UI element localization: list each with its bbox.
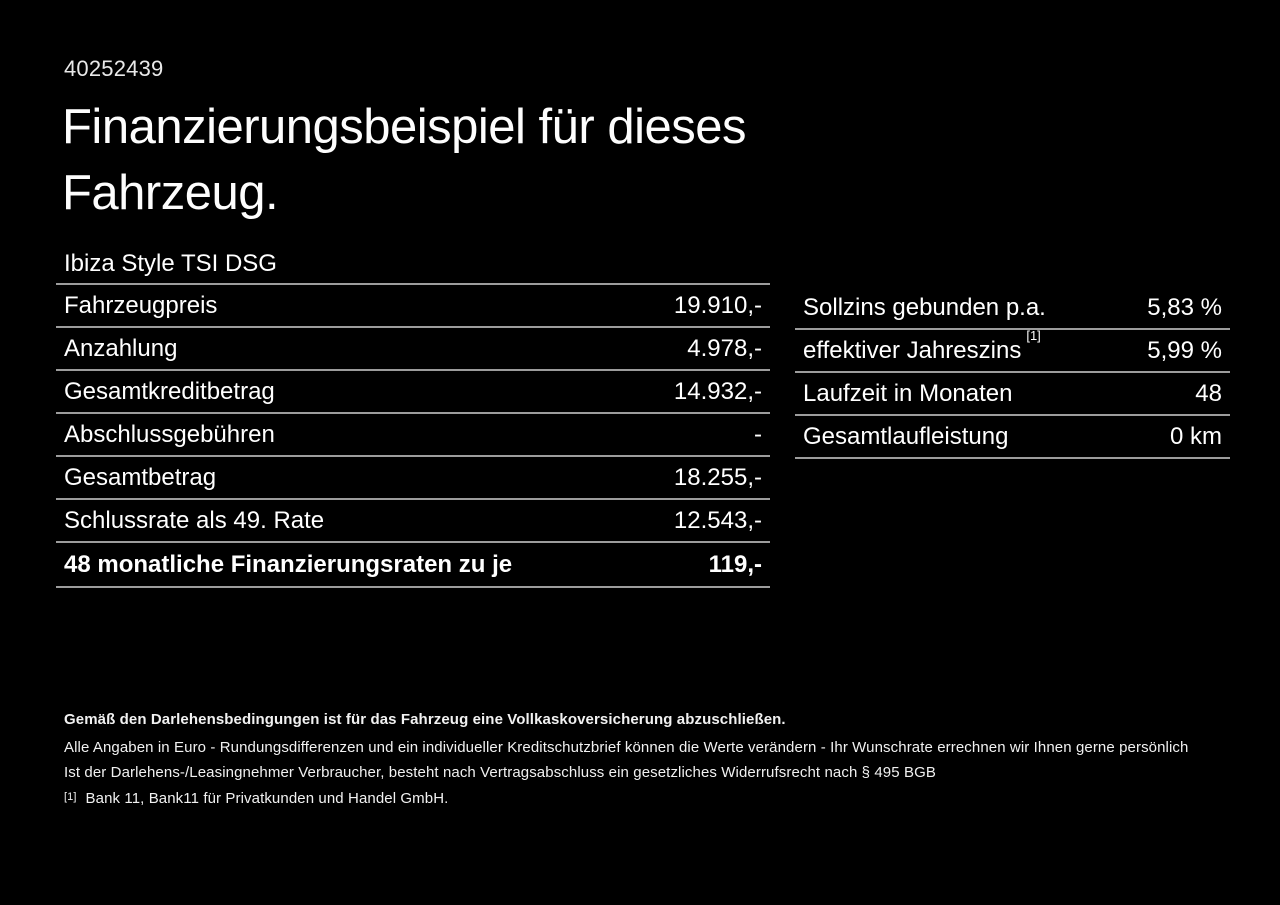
row-value: 19.910,- [673, 291, 762, 319]
table-row: Gesamtkreditbetrag 14.932,- [56, 371, 770, 414]
row-label: Anzahlung [64, 334, 178, 362]
row-value: 18.255,- [673, 463, 762, 491]
conditions-table: Sollzins gebunden p.a. 5,83 % effektiver… [795, 287, 1230, 459]
footnote-marker: [1] [1026, 327, 1041, 343]
bank-footnote: [1] Bank 11, Bank11 für Privatkunden und … [64, 790, 448, 807]
row-label-text: effektiver Jahreszins [803, 336, 1022, 364]
row-value: 119,- [708, 550, 762, 578]
finance-table: Ibiza Style TSI DSG Fahrzeugpreis 19.910… [56, 244, 770, 588]
row-label: 48 monatliche Finanzierungsraten zu je [64, 550, 513, 578]
row-label: Gesamtlaufleistung [803, 422, 1009, 450]
row-label: Gesamtbetrag [64, 463, 217, 491]
disclaimer-line: Alle Angaben in Euro - Rundungsdifferenz… [64, 739, 1189, 756]
page-title: Finanzierungsbeispiel für dieses Fahrzeu… [62, 100, 747, 220]
row-label: Abschlussgebühren [64, 420, 275, 448]
table-row: Abschlussgebühren - [56, 414, 770, 457]
row-value: 12.543,- [673, 506, 762, 534]
insurance-note: Gemäß den Darlehensbedingungen ist für d… [64, 711, 786, 728]
table-row: Anzahlung 4.978,- [56, 328, 770, 371]
row-label: Sollzins gebunden p.a. [803, 293, 1046, 321]
table-row: Schlussrate als 49. Rate 12.543,- [56, 500, 770, 543]
vehicle-model-row: Ibiza Style TSI DSG [56, 244, 770, 285]
row-label: Fahrzeugpreis [64, 291, 218, 319]
row-value: 5,99 % [1147, 336, 1222, 364]
row-label: Gesamtkreditbetrag [64, 377, 275, 405]
table-row: Gesamtlaufleistung 0 km [795, 416, 1230, 459]
row-label: Schlussrate als 49. Rate [64, 506, 325, 534]
footnote-text: Bank 11, Bank11 für Privatkunden und Han… [85, 790, 449, 807]
footnote-marker: [1] [64, 791, 77, 803]
row-value: 5,83 % [1147, 293, 1222, 321]
row-value: 0 km [1169, 422, 1222, 450]
row-label: Laufzeit in Monaten [803, 379, 1013, 407]
row-value: 4.978,- [687, 334, 762, 362]
table-row: Sollzins gebunden p.a. 5,83 % [795, 287, 1230, 330]
table-row: Laufzeit in Monaten 48 [795, 373, 1230, 416]
table-row: Fahrzeugpreis 19.910,- [56, 285, 770, 328]
row-value: 14.932,- [673, 377, 762, 405]
vehicle-model: Ibiza Style TSI DSG [64, 249, 277, 277]
monthly-rate-row: 48 monatliche Finanzierungsraten zu je 1… [56, 543, 770, 588]
row-label: effektiver Jahreszins [1] [803, 328, 1041, 365]
table-row: Gesamtbetrag 18.255,- [56, 457, 770, 500]
offer-id: 40252439 [64, 56, 164, 81]
withdrawal-note: Ist der Darlehens-/Leasingnehmer Verbrau… [64, 764, 936, 781]
table-row: effektiver Jahreszins [1] 5,99 % [795, 328, 1230, 373]
row-value: 48 [1195, 379, 1222, 407]
row-value: - [754, 420, 762, 448]
